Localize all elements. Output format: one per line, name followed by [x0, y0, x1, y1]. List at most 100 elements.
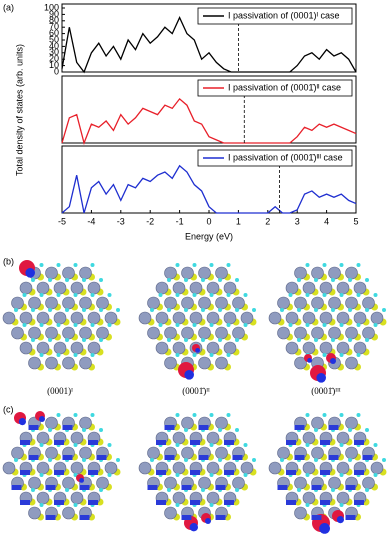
hydrogen: [348, 338, 352, 342]
hydrogen: [226, 293, 231, 297]
hydrogen: [150, 458, 154, 462]
atom-gray: [79, 356, 92, 370]
atom-gray: [319, 341, 333, 355]
hydrogen: [107, 473, 112, 477]
x-tick-label: -3: [117, 216, 125, 226]
x-axis-label: Energy (eV): [185, 231, 233, 241]
hydrogen: [365, 428, 369, 432]
hydrogen: [175, 323, 180, 327]
orbital-blue: [184, 370, 194, 380]
hydrogen: [150, 308, 154, 312]
orbital-lobe: [156, 470, 166, 475]
hydrogen: [184, 428, 188, 432]
caption: (0001̄)ᴵᴵ: [182, 386, 210, 396]
orbital-lobe: [232, 455, 243, 460]
atom-gray: [147, 326, 160, 340]
atom-gray: [277, 446, 290, 460]
hydrogen: [373, 323, 378, 327]
hydrogen: [184, 338, 188, 342]
hydrogen: [14, 458, 18, 462]
hydrogen: [365, 278, 369, 282]
hydrogen: [297, 278, 301, 282]
atom-gray: [79, 326, 92, 340]
atom-gray: [319, 281, 333, 295]
atom-gray: [36, 461, 50, 475]
orbital-lobe: [147, 485, 158, 490]
hydrogen: [90, 293, 95, 297]
orbital-lobe: [286, 470, 296, 475]
legend-label: I passivation of (0001)ᴵ case: [228, 10, 340, 20]
hydrogen: [90, 353, 95, 357]
hydrogen: [56, 263, 61, 267]
atom-gray: [206, 461, 220, 475]
orbital-lobe: [198, 425, 209, 430]
atom-gray: [370, 461, 384, 475]
hydrogen: [158, 323, 163, 327]
y-tick-label: 70: [49, 22, 59, 32]
hydrogen: [14, 308, 18, 312]
atom-gray: [302, 431, 316, 445]
hydrogen: [235, 338, 239, 342]
dos-line: [61, 164, 357, 214]
orbital-blue: [18, 418, 26, 426]
hydrogen: [65, 338, 69, 342]
atom-gray: [155, 341, 169, 355]
hydrogen: [201, 488, 205, 492]
atom-gray: [104, 461, 118, 475]
orbital-lobe: [45, 485, 56, 490]
orbital-lobe: [88, 440, 98, 445]
atom-gray: [240, 461, 254, 475]
caption: (0001̄)ᴵᴵᴵ: [311, 386, 341, 396]
atom-gray: [198, 266, 211, 280]
orbital-lobe: [224, 470, 234, 475]
orbital-blue: [205, 518, 211, 524]
atom-gray: [164, 266, 177, 280]
hydrogen: [339, 353, 344, 357]
atom-gray: [353, 341, 367, 355]
atom-gray: [328, 476, 341, 490]
orbital-lobe: [45, 515, 56, 520]
hydrogen: [339, 443, 344, 447]
dos-line: [61, 16, 357, 74]
atom-gray: [19, 281, 33, 295]
atom-gray: [336, 341, 350, 355]
y-tick-label: 80: [49, 15, 59, 25]
atom-gray: [345, 296, 358, 310]
hydrogen: [209, 473, 214, 477]
hydrogen: [192, 353, 197, 357]
atom-gray: [311, 446, 324, 460]
hydrogen: [243, 293, 248, 297]
atom-gray: [181, 296, 194, 310]
hydrogen: [116, 458, 120, 462]
atom-gray: [294, 266, 307, 280]
hydrogen: [167, 308, 171, 312]
orbital-lobe: [354, 470, 364, 475]
atom-gray: [232, 476, 245, 490]
orbital-blue: [316, 373, 327, 383]
hydrogen: [226, 353, 231, 357]
hydrogen: [56, 413, 61, 417]
atom-gray: [268, 311, 282, 325]
hydrogen: [348, 308, 352, 312]
atom-gray: [336, 461, 350, 475]
hydrogen: [167, 338, 171, 342]
atom-gray: [328, 266, 341, 280]
hydrogen: [82, 308, 86, 312]
atom-gray: [285, 311, 299, 325]
orbital-lobe: [277, 485, 288, 490]
orbital-lobe: [156, 500, 166, 505]
atom-gray: [294, 476, 307, 490]
atom-gray: [45, 296, 58, 310]
legend-label: I passivation of (0001̄)ᴵᴵᴵ case: [228, 152, 343, 162]
atom-gray: [362, 296, 375, 310]
orbital-lobe: [181, 485, 192, 490]
hydrogen: [65, 488, 69, 492]
atom-gray: [336, 311, 350, 325]
hydrogen: [209, 353, 214, 357]
atom-gray: [62, 266, 75, 280]
orbital-blue: [195, 348, 201, 353]
x-tick-label: 1: [236, 216, 241, 226]
atom-gray: [353, 311, 367, 325]
atom-gray: [223, 341, 237, 355]
hydrogen: [56, 353, 61, 357]
